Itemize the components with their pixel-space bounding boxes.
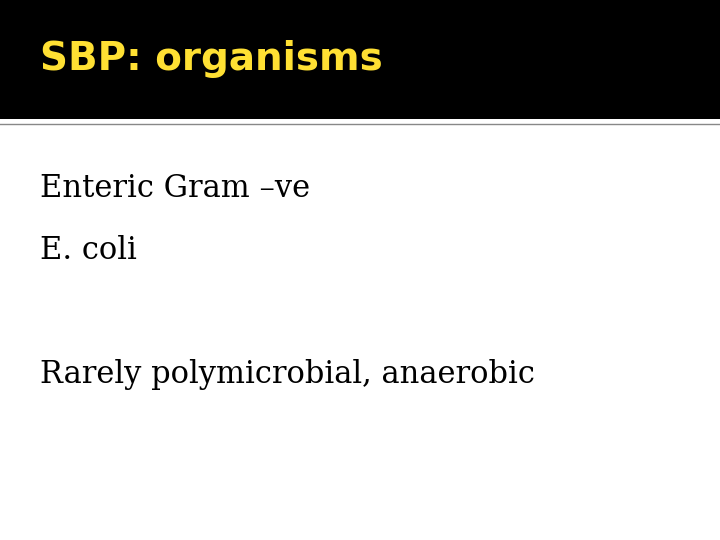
Text: SBP: organisms: SBP: organisms [40, 40, 382, 78]
FancyBboxPatch shape [0, 0, 720, 119]
Text: Rarely polymicrobial, anaerobic: Rarely polymicrobial, anaerobic [40, 359, 534, 390]
Text: E. coli: E. coli [40, 235, 137, 266]
Text: Enteric Gram –ve: Enteric Gram –ve [40, 173, 310, 204]
